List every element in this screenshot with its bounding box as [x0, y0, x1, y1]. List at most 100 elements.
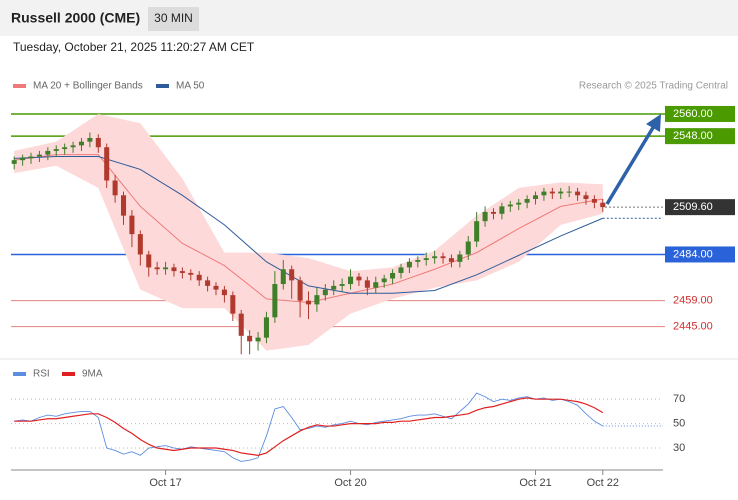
candle-body: [575, 191, 581, 196]
y-tick-label: 30: [673, 442, 685, 454]
forecast-arrowhead: [646, 114, 661, 132]
y-tick-label: 50: [673, 418, 685, 430]
legend-swatch: [62, 372, 75, 376]
ma-line: [14, 155, 603, 294]
candle-body: [205, 280, 211, 286]
candle-body: [95, 137, 101, 148]
x-tick-label: Oct 20: [334, 477, 366, 489]
candle-body: [415, 260, 421, 262]
candle-body: [583, 195, 589, 199]
candle-body: [516, 202, 522, 205]
candle-body: [11, 160, 17, 164]
candle-body: [163, 267, 169, 270]
candle-body: [146, 254, 152, 268]
legend-label: RSI: [33, 369, 50, 380]
rsi-line: [14, 397, 604, 456]
level-box: [665, 199, 735, 216]
top-layer: 2560.00 2548.00 2509.60 2484.00 2459.00 2445.…: [13, 81, 735, 489]
candle-body: [364, 280, 370, 288]
candle-body: [255, 337, 261, 342]
candle-body: [247, 335, 253, 342]
legend-label: 9MA: [82, 369, 103, 380]
header-bar: [0, 0, 738, 36]
candle-body: [465, 241, 471, 255]
candle-body: [28, 156, 34, 159]
candle-body: [20, 158, 26, 161]
level-box: [665, 105, 735, 122]
candle-body: [120, 195, 127, 216]
level-label: 2484.00: [673, 248, 713, 260]
candle-body: [179, 271, 185, 273]
candle-body: [356, 276, 362, 281]
candle-body: [238, 313, 244, 336]
level-label: 2509.60: [673, 201, 713, 213]
candle-body: [373, 282, 379, 288]
level-box: [665, 246, 735, 263]
level-box: [665, 128, 735, 145]
candle-body: [314, 295, 320, 305]
candle-body: [297, 280, 303, 301]
level-label: 2548.00: [673, 130, 713, 142]
candle-body: [104, 147, 110, 181]
x-tick-label: Oct 17: [149, 477, 181, 489]
candle-body: [230, 295, 236, 314]
candle-body: [507, 204, 513, 207]
timeframe: 30 MIN: [154, 11, 193, 25]
candle-body: [272, 284, 278, 318]
candle-body: [70, 145, 76, 148]
candle-body: [263, 317, 269, 338]
candle-body: [474, 221, 480, 242]
forecast-arrow: [605, 125, 656, 205]
candle-body: [440, 256, 446, 259]
candle-body: [322, 289, 328, 296]
candle-body: [406, 261, 412, 268]
credit: Research © 2025 Trading Central: [579, 81, 728, 92]
title: Russell 2000 (CME): [11, 10, 140, 26]
candle-body: [221, 289, 227, 296]
candle-body: [591, 199, 597, 203]
candle-body: [171, 267, 177, 272]
candle-body: [423, 258, 429, 261]
candle-body: [36, 154, 42, 157]
candle-body: [390, 272, 396, 279]
candle-body: [549, 191, 555, 194]
candle-body: [280, 269, 286, 285]
candle-body: [524, 199, 530, 203]
timestamp: Tuesday, October 21, 2025 11:20:27 AM CE…: [13, 40, 255, 54]
candle-body: [154, 267, 160, 270]
candle-body: [600, 202, 606, 208]
candle-body: [62, 147, 68, 150]
candle-body: [490, 211, 497, 214]
candle-body: [499, 206, 505, 214]
candle-body: [196, 274, 202, 281]
candle-body: [129, 215, 135, 235]
candle-body: [448, 258, 454, 262]
candle-body: [87, 137, 93, 142]
y-tick-label: 70: [673, 393, 685, 405]
candle-body: [566, 191, 572, 193]
candle-body: [53, 149, 59, 151]
candle-body: [558, 191, 564, 194]
level-label: 2459.00: [673, 295, 713, 307]
candle-body: [289, 269, 295, 281]
level-label: 2560.00: [673, 108, 713, 120]
rsi-line: [14, 392, 604, 462]
candle-body: [457, 254, 463, 262]
timeframe-box: [148, 7, 199, 31]
candle-body: [339, 284, 345, 286]
candle-body: [137, 234, 143, 255]
legend-label: MA 50: [176, 81, 205, 92]
bollinger-band: [14, 113, 603, 351]
candle-body: [188, 272, 194, 275]
level-label: 2445.00: [673, 320, 713, 332]
candle-body: [305, 300, 312, 305]
candle-body: [398, 267, 404, 273]
x-tick-label: Oct 22: [587, 477, 619, 489]
candle-body: [541, 191, 547, 196]
candle-body: [213, 285, 219, 290]
candle-body: [482, 211, 488, 222]
candle-body: [78, 141, 84, 146]
band-layer: [11, 113, 665, 449]
candles-layer: [11, 132, 606, 355]
